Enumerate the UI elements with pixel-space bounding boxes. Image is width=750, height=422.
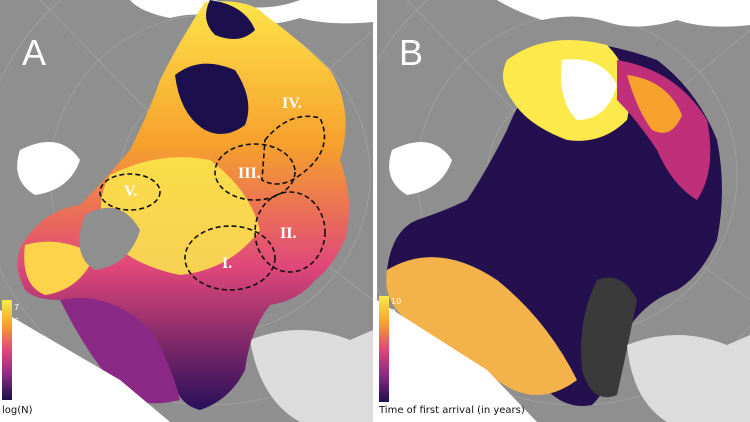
greenland bbox=[17, 142, 80, 195]
tick: 3 bbox=[14, 359, 20, 368]
tick: 4 bbox=[14, 345, 20, 354]
region-iii-outline bbox=[214, 143, 296, 201]
dark-land bbox=[581, 277, 637, 398]
region-i-outline bbox=[184, 225, 276, 291]
panel-divider bbox=[373, 0, 377, 422]
tick: 6 bbox=[391, 341, 397, 350]
land-patch bbox=[627, 335, 750, 422]
mid-arrival-orange bbox=[627, 75, 682, 133]
tick: 4 bbox=[391, 363, 397, 372]
tick: 7 bbox=[14, 303, 20, 312]
tick: 2 bbox=[14, 373, 20, 382]
greenland bbox=[389, 142, 452, 195]
panel-b-svg bbox=[377, 0, 750, 422]
tick: 5 bbox=[14, 331, 20, 340]
land-patch bbox=[250, 330, 373, 422]
panel-a-svg: I. II. III. IV. V. bbox=[0, 0, 373, 422]
region-v-label: V. bbox=[124, 183, 138, 200]
white-corner bbox=[377, 300, 537, 422]
deep-basin-dark bbox=[175, 63, 249, 134]
tick: 5 bbox=[391, 352, 397, 361]
tick: 1 bbox=[14, 387, 20, 396]
region-ii-outline bbox=[254, 191, 326, 273]
tick: 9 bbox=[391, 308, 397, 317]
central-land bbox=[79, 207, 140, 270]
region-outlines bbox=[99, 115, 326, 291]
tick: 8 bbox=[391, 319, 397, 328]
region-v-outline bbox=[99, 173, 161, 211]
tick: 10 bbox=[391, 297, 402, 306]
legend-b-title: Time of first arrival (in years) bbox=[379, 405, 525, 416]
region-ii-label: II. bbox=[280, 225, 296, 242]
colorbar-a bbox=[2, 300, 12, 400]
region-i-label: I. bbox=[222, 255, 232, 272]
ice-top bbox=[497, 0, 750, 27]
white-corner bbox=[0, 310, 170, 422]
tick: 3 bbox=[391, 374, 397, 383]
panel-b-map: B 10 9 8 7 6 5 4 3 2 1 Time of first arr… bbox=[377, 0, 750, 422]
panel-a-letter: A bbox=[22, 32, 48, 73]
panel-b-letter: B bbox=[399, 32, 425, 73]
tick: 6 bbox=[14, 317, 20, 326]
region-iii-label: III. bbox=[238, 165, 261, 182]
deep-basin-north bbox=[206, 0, 255, 39]
late-arrival-white bbox=[561, 59, 617, 120]
west-bright bbox=[24, 241, 95, 295]
tick: 2 bbox=[391, 385, 397, 394]
tick: 1 bbox=[391, 396, 397, 405]
tick: 7 bbox=[391, 330, 397, 339]
colorbar-b bbox=[379, 296, 389, 402]
panel-a-map: I. II. III. IV. V. A 7 6 5 4 3 2 1 log(N… bbox=[0, 0, 373, 422]
legend-a-title: log(N) bbox=[2, 405, 33, 416]
sw-late-field bbox=[386, 257, 577, 395]
shelf-magenta bbox=[60, 298, 180, 404]
region-iv-outline bbox=[261, 115, 326, 185]
region-iv-label: IV. bbox=[282, 95, 302, 112]
